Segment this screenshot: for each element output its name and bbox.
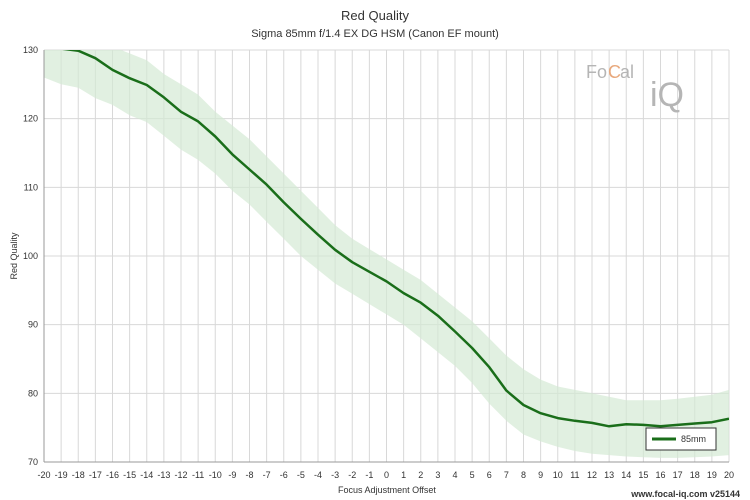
chart-title: Red Quality (341, 8, 409, 23)
x-tick-label: 7 (504, 470, 509, 480)
x-tick-label: 18 (690, 470, 700, 480)
x-tick-label: 12 (587, 470, 597, 480)
x-tick-label: -9 (228, 470, 236, 480)
x-tick-label: -4 (314, 470, 322, 480)
x-tick-label: 1 (401, 470, 406, 480)
focal-iq-logo: Fo C al iQ (586, 62, 684, 114)
x-tick-label: -19 (55, 470, 68, 480)
x-tick-label: -2 (348, 470, 356, 480)
y-tick-label: 80 (28, 388, 38, 398)
x-tick-label: -12 (174, 470, 187, 480)
legend-box (645, 427, 717, 451)
logo-c: C (608, 62, 621, 82)
grid (43, 49, 730, 463)
x-tick-label: -17 (89, 470, 102, 480)
x-tick-label: -20 (37, 470, 50, 480)
y-tick-label: 130 (23, 45, 38, 55)
x-tick-label: 14 (621, 470, 631, 480)
plot-frame (43, 50, 729, 463)
y-tick-label: 70 (28, 457, 38, 467)
x-tick-label: -18 (72, 470, 85, 480)
series-line-layer (62, 50, 729, 428)
footer-url: www.focal-iq.com v25144 (630, 489, 740, 499)
x-tick-label: -15 (123, 470, 136, 480)
y-tick-label: 100 (23, 251, 38, 261)
confidence-band (44, 50, 729, 458)
y-tick-label: 90 (28, 320, 38, 330)
legend-label: 85mm (681, 434, 706, 444)
x-tick-label: -1 (365, 470, 373, 480)
x-tick-label: -14 (140, 470, 153, 480)
x-tick-label: 15 (638, 470, 648, 480)
x-tick-label: 4 (452, 470, 457, 480)
x-tick-label: -11 (192, 470, 204, 480)
x-tick-label: -3 (331, 470, 339, 480)
x-tick-label: 8 (521, 470, 526, 480)
y-tick-label: 120 (23, 114, 38, 124)
x-tick-label: 16 (655, 470, 665, 480)
x-tick-label: 13 (604, 470, 614, 480)
chart-subtitle: Sigma 85mm f/1.4 EX DG HSM (Canon EF mou… (251, 28, 499, 40)
x-tick-label: 5 (470, 470, 475, 480)
x-axis-label: Focus Adjustment Offset (338, 485, 436, 495)
x-tick-label: -6 (280, 470, 288, 480)
x-tick-label: -5 (297, 470, 305, 480)
confidence-band-layer (44, 50, 729, 458)
x-tick-label: 20 (724, 470, 734, 480)
logo-al: al (620, 62, 634, 82)
x-tick-label: 19 (707, 470, 717, 480)
x-tick-label: 11 (570, 470, 579, 480)
x-tick-label: -13 (157, 470, 170, 480)
x-tick-label: 3 (435, 470, 440, 480)
x-tick-label: -7 (263, 470, 271, 480)
x-tick-label: 0 (384, 470, 389, 480)
x-tick-label: 9 (538, 470, 543, 480)
series-line-85mm (62, 50, 729, 428)
y-axis-label: Red Quality (9, 232, 19, 280)
logo-iq: iQ (650, 76, 684, 114)
x-tick-label: 2 (418, 470, 423, 480)
x-tick-label: 10 (553, 470, 563, 480)
y-axis-ticks: 70 80 90 100 110 120 130 (23, 45, 38, 467)
x-tick-label: -10 (209, 470, 222, 480)
y-tick-label: 110 (24, 182, 38, 192)
logo-fo: Fo (586, 62, 607, 82)
legend: 85mm (645, 427, 717, 451)
x-tick-label: 6 (487, 470, 492, 480)
x-tick-label: 17 (673, 470, 683, 480)
x-tick-label: -8 (245, 470, 253, 480)
x-tick-label: -16 (106, 470, 119, 480)
x-axis-ticks: -20 -19 -18 -17 -16 -15 -14 -13 -12 -11 -10 -9 -8 -7-… (37, 470, 734, 480)
